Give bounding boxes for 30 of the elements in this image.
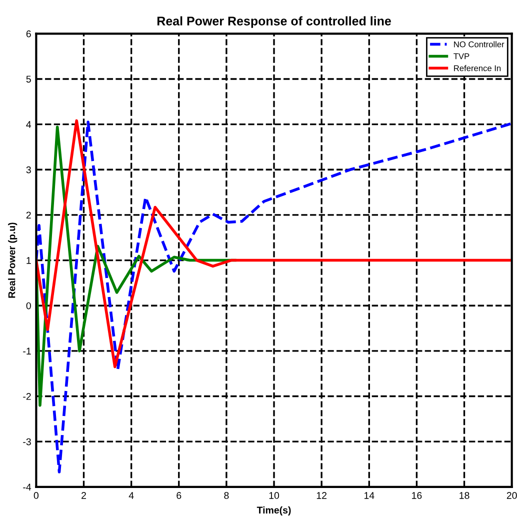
y-tick-label: -3	[23, 438, 31, 446]
y-tick-label: 5	[26, 76, 31, 83]
y-tick-label: 6	[26, 30, 31, 38]
y-tick-label: 2	[26, 212, 31, 218]
x-tick-label: 16	[412, 492, 422, 499]
x-tick-label: 18	[460, 492, 470, 499]
legend-label: Reference In	[454, 65, 501, 72]
y-axis-title: Real Power (p.u)	[8, 222, 18, 298]
x-tick-label: 2	[82, 492, 86, 499]
x-tick-label: 10	[269, 492, 280, 499]
x-tick-label: 6	[176, 492, 182, 499]
chart-title: Real Power Response of controlled line	[157, 16, 391, 28]
x-tick-label: 12	[316, 492, 326, 499]
y-tick-label: 4	[26, 121, 32, 128]
x-tick-label: 14	[364, 492, 374, 499]
y-tick-label: -4	[23, 484, 32, 490]
y-tick-label: -1	[23, 348, 31, 354]
x-tick-label: 20	[506, 492, 517, 499]
y-tick-label: 3	[26, 166, 31, 174]
line-series	[36, 120, 512, 474]
y-tick-label: 1	[26, 257, 31, 264]
y-tick-label: -2	[23, 393, 31, 400]
line-series	[36, 119, 512, 368]
y-tick-label: 0	[26, 302, 31, 310]
legend-label: TVP	[454, 53, 470, 60]
x-axis-title: Time(s)	[256, 506, 291, 516]
x-tick-label: 8	[224, 492, 229, 499]
legend-label: NO Controller	[454, 41, 504, 48]
x-tick-label: 0	[34, 492, 39, 499]
x-tick-label: 4	[128, 492, 134, 499]
